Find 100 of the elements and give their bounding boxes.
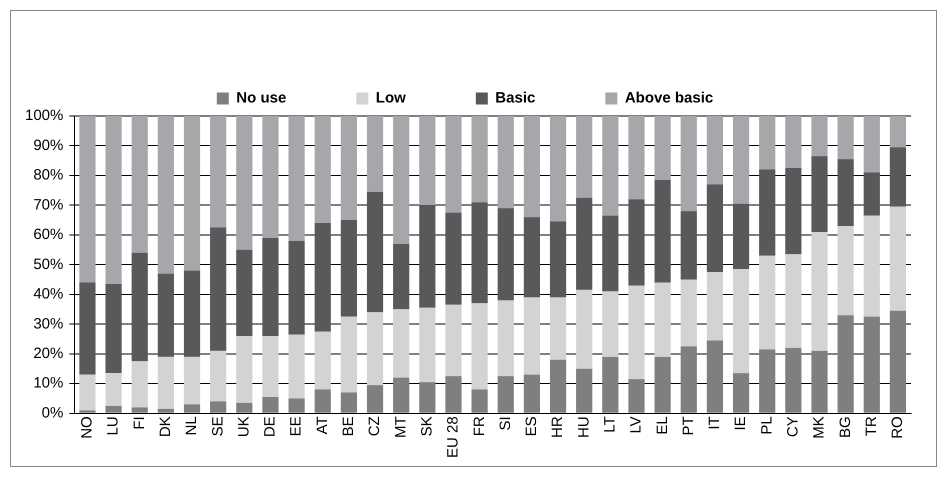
bar — [210, 227, 226, 351]
bar — [602, 116, 618, 216]
y-tick-label: 0% — [42, 404, 64, 422]
bar — [132, 407, 148, 413]
bar — [811, 350, 828, 413]
x-tick-label: BE — [340, 416, 358, 436]
bar — [838, 226, 854, 316]
bar — [602, 291, 618, 357]
bar — [654, 356, 671, 413]
bar — [210, 116, 226, 228]
bar — [654, 180, 671, 282]
x-tick-label: BG — [836, 416, 854, 438]
bar — [79, 116, 96, 282]
bar — [732, 269, 750, 374]
bar — [576, 116, 592, 198]
bar — [445, 304, 462, 376]
x-tick-label: MK — [810, 416, 828, 439]
bar — [472, 303, 488, 390]
bar — [550, 360, 566, 413]
bar — [890, 206, 906, 311]
bar — [340, 316, 357, 392]
bar — [628, 116, 645, 200]
bar — [236, 402, 252, 413]
bar — [811, 156, 828, 232]
bar — [759, 116, 776, 170]
y-tick-label: 50% — [33, 256, 64, 273]
legend-label: Above basic — [624, 90, 714, 107]
bar — [654, 116, 671, 180]
bar — [628, 285, 645, 380]
x-tick-label: IT — [706, 416, 724, 430]
bar — [184, 356, 200, 404]
bar — [785, 168, 802, 254]
bar — [132, 116, 148, 253]
bar — [576, 368, 592, 413]
bar — [838, 159, 854, 226]
x-tick-label: PL — [758, 416, 776, 435]
bar — [550, 222, 566, 298]
bar — [236, 250, 252, 336]
x-tick-label: LV — [628, 416, 645, 434]
bar — [864, 116, 880, 172]
x-tick-label: HR — [549, 416, 566, 438]
bar — [158, 116, 174, 274]
bar — [576, 290, 592, 369]
y-tick-label: 40% — [33, 286, 64, 303]
bar — [524, 297, 540, 375]
bar — [654, 282, 671, 357]
legend-label: Basic — [495, 90, 536, 107]
bar — [759, 349, 776, 413]
bar — [864, 172, 880, 216]
x-tick-label: PT — [680, 416, 697, 436]
bar — [445, 116, 462, 213]
bar — [105, 116, 122, 284]
x-tick-label: CZ — [366, 416, 384, 436]
bar — [680, 211, 697, 280]
bar — [706, 184, 724, 272]
bar — [472, 116, 488, 202]
bar — [366, 312, 384, 386]
x-tick-label: UK — [235, 416, 252, 438]
y-tick-label: 90% — [33, 136, 64, 154]
x-tick-label: HU — [575, 416, 592, 438]
bar — [811, 116, 828, 156]
bar — [785, 348, 802, 413]
bar — [524, 217, 540, 298]
bar — [838, 315, 854, 413]
bar — [288, 334, 305, 398]
bar — [628, 379, 645, 413]
bar — [785, 254, 802, 348]
bar — [236, 116, 252, 250]
bar — [262, 116, 279, 238]
bar — [576, 198, 592, 290]
x-tick-label: EE — [288, 416, 305, 436]
bar — [550, 297, 566, 360]
x-tick-label: AT — [314, 416, 331, 434]
bar — [445, 212, 462, 305]
bar — [366, 116, 384, 192]
bar — [732, 116, 750, 204]
y-tick-label: 60% — [33, 226, 64, 244]
x-tick-label: SI — [496, 416, 514, 430]
bar — [184, 116, 200, 271]
bar — [680, 116, 697, 212]
x-tick-label: LU — [104, 416, 122, 436]
bar — [158, 408, 174, 413]
bar — [132, 361, 148, 408]
bar — [393, 309, 410, 378]
bar — [759, 170, 776, 256]
bar — [79, 374, 96, 410]
bar — [158, 274, 174, 357]
y-tick-label: 10% — [33, 374, 64, 392]
bar — [890, 116, 906, 148]
bar — [184, 270, 200, 357]
x-tick-label: FI — [130, 416, 148, 430]
legend-label: No use — [236, 90, 286, 107]
bar — [262, 396, 279, 413]
bar — [314, 223, 331, 332]
legend-label: Low — [376, 90, 406, 107]
y-tick-label: 80% — [33, 166, 64, 184]
bar — [419, 116, 436, 206]
bar — [79, 282, 96, 375]
bar — [602, 356, 618, 413]
x-tick-label: CY — [784, 416, 802, 438]
